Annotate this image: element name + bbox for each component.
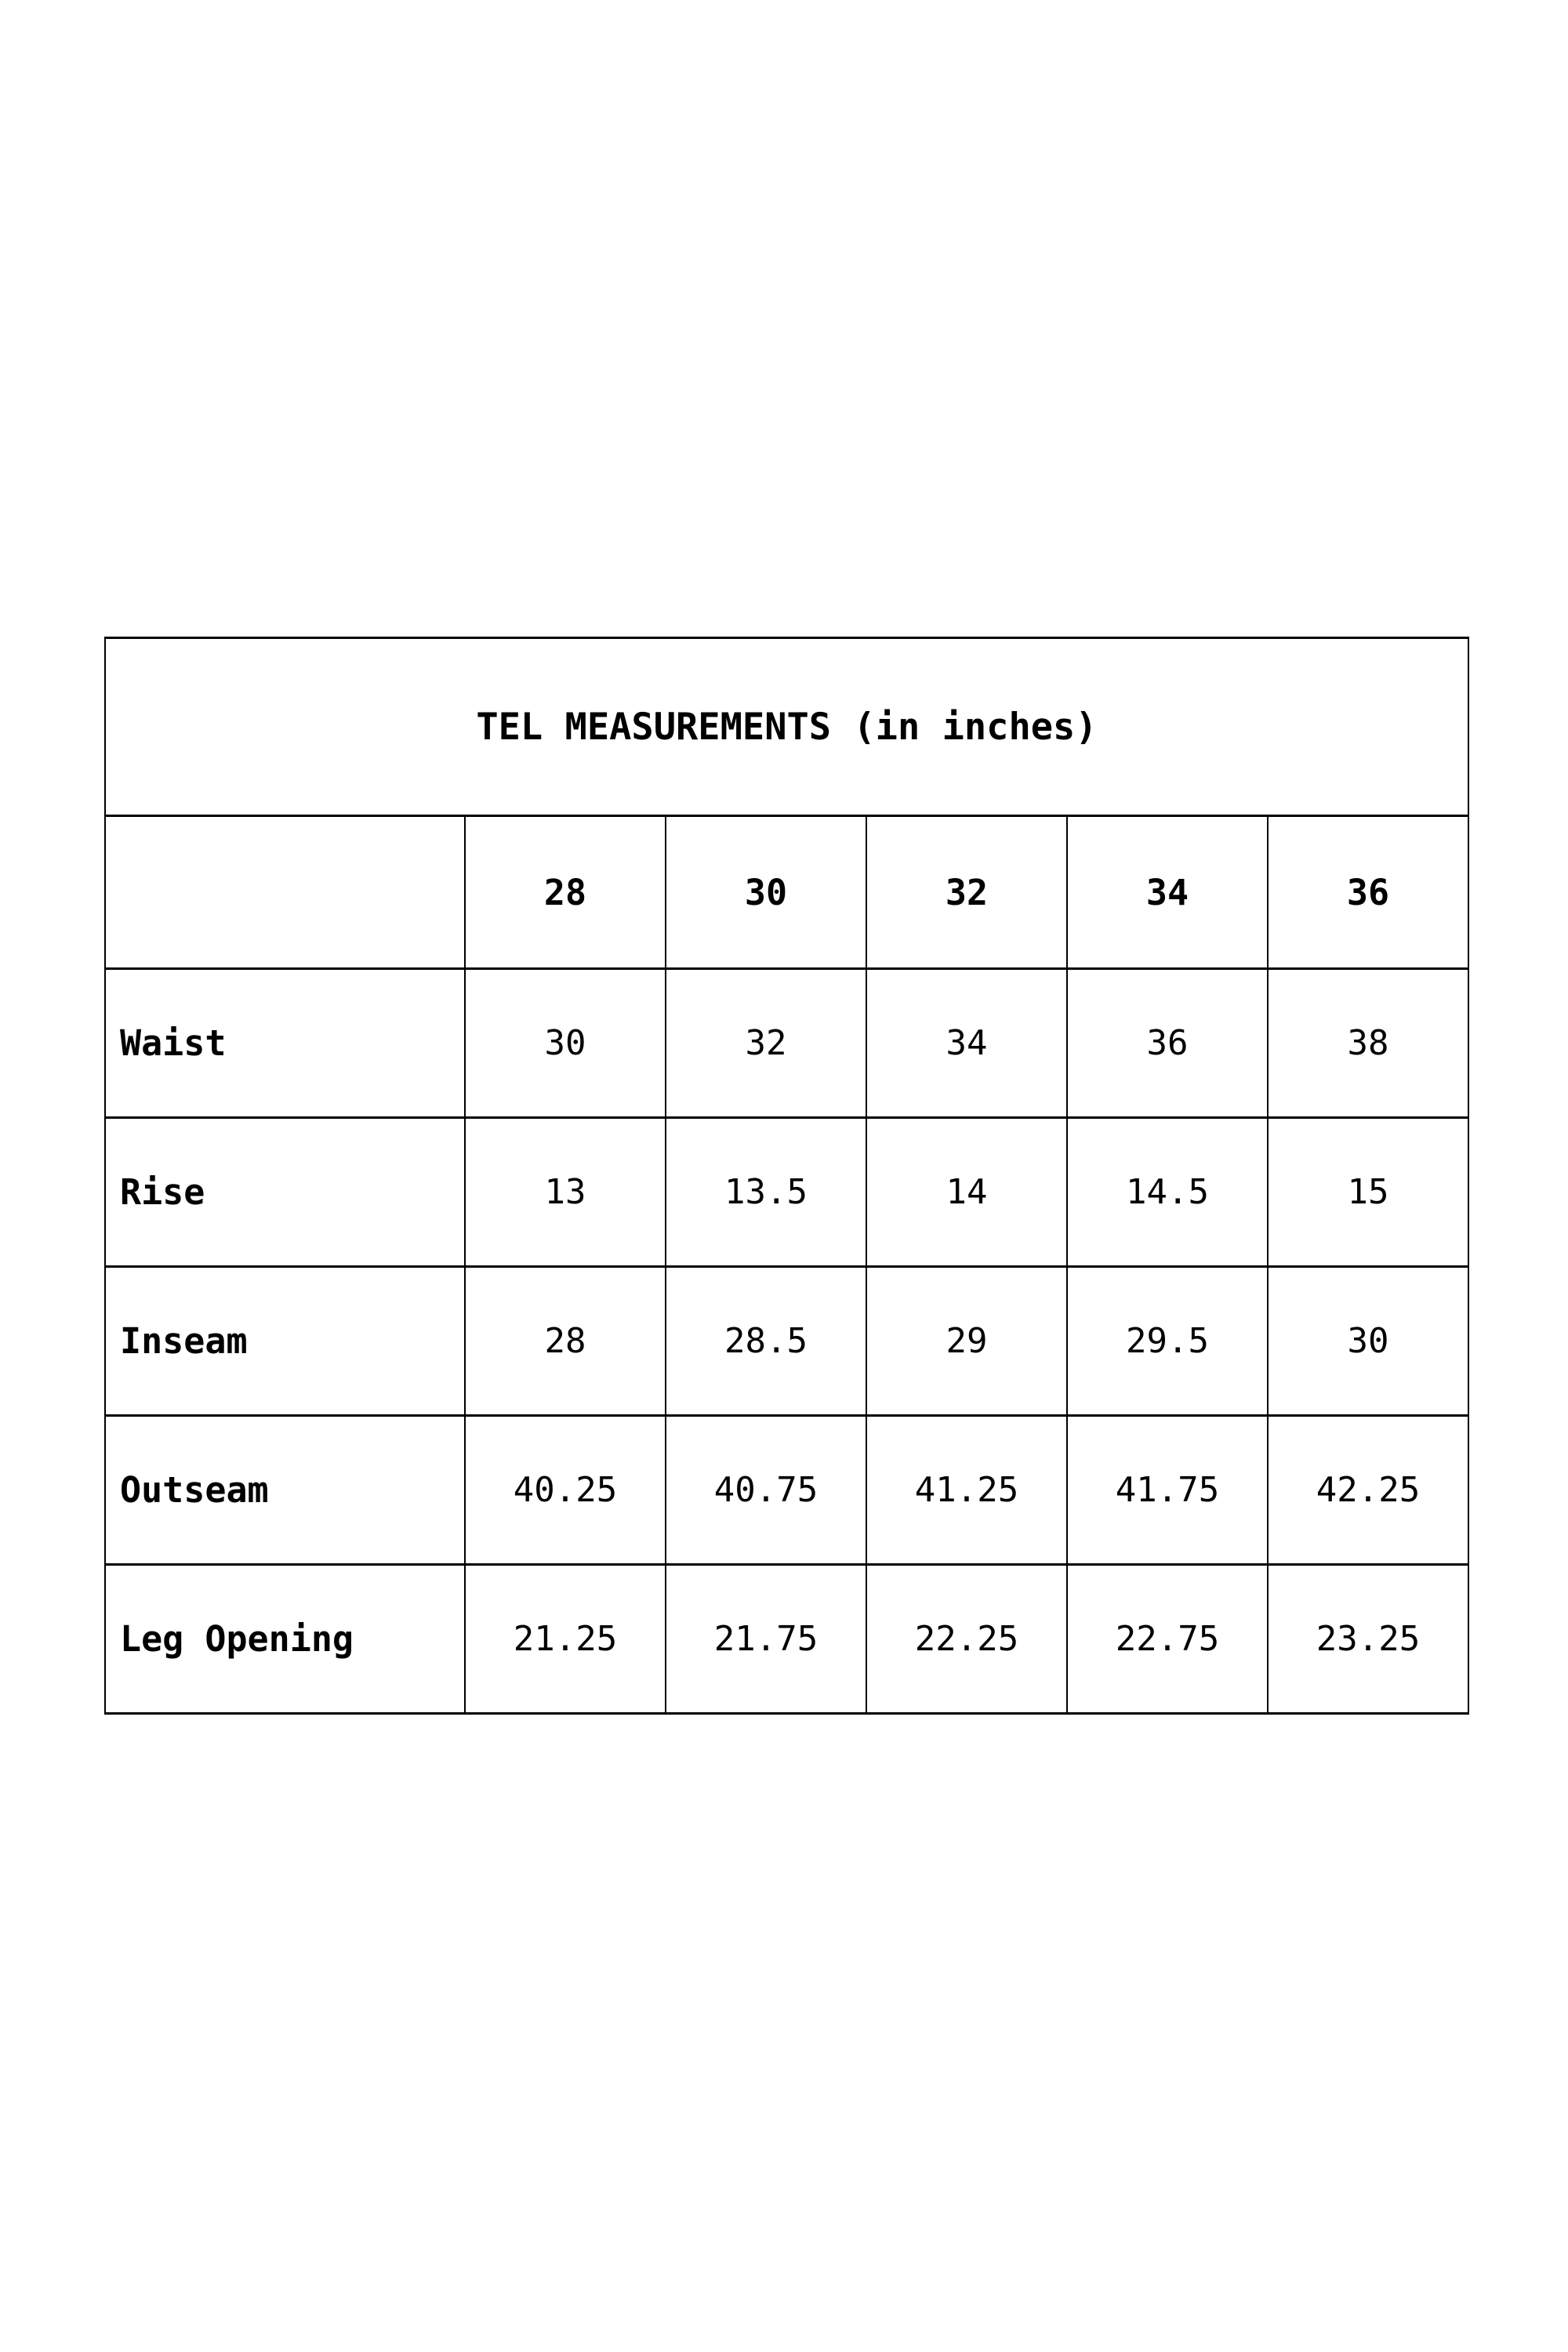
size-column-header-32: 32 [866, 815, 1068, 970]
size-column-header-36: 36 [1267, 815, 1469, 970]
cell-inseam-32: 29 [866, 1265, 1068, 1417]
cell-inseam-36: 30 [1267, 1265, 1469, 1417]
table-title-row: TEL MEASUREMENTS (in inches) [104, 637, 1469, 817]
cell-leg-opening-36: 23.25 [1267, 1563, 1469, 1715]
cell-waist-30: 32 [665, 967, 867, 1119]
size-column-header-34: 34 [1066, 815, 1269, 970]
cell-rise-36: 15 [1267, 1116, 1469, 1268]
row-label-waist: Waist [104, 967, 466, 1119]
cell-rise-34: 14.5 [1066, 1116, 1269, 1268]
cell-inseam-30: 28.5 [665, 1265, 867, 1417]
cell-waist-36: 38 [1267, 967, 1469, 1119]
row-label-rise: Rise [104, 1116, 466, 1268]
cell-leg-opening-28: 21.25 [464, 1563, 666, 1715]
cell-outseam-36: 42.25 [1267, 1414, 1469, 1566]
size-column-header-28: 28 [464, 815, 666, 970]
corner-cell [104, 815, 466, 970]
cell-rise-28: 13 [464, 1116, 666, 1268]
table-row-inseam: Inseam 28 28.5 29 29.5 30 [104, 1265, 1469, 1417]
row-label-inseam: Inseam [104, 1265, 466, 1417]
cell-leg-opening-30: 21.75 [665, 1563, 867, 1715]
size-header-row: 28 30 32 34 36 [104, 815, 1469, 970]
size-column-header-30: 30 [665, 815, 867, 970]
cell-outseam-30: 40.75 [665, 1414, 867, 1566]
cell-waist-34: 36 [1066, 967, 1269, 1119]
cell-leg-opening-34: 22.75 [1066, 1563, 1269, 1715]
measurements-table: TEL MEASUREMENTS (in inches) 28 30 32 34… [104, 637, 1469, 1715]
cell-rise-32: 14 [866, 1116, 1068, 1268]
table-title: TEL MEASUREMENTS (in inches) [104, 637, 1469, 817]
cell-waist-32: 34 [866, 967, 1068, 1119]
cell-inseam-34: 29.5 [1066, 1265, 1269, 1417]
row-label-leg-opening: Leg Opening [104, 1563, 466, 1715]
table-row-leg-opening: Leg Opening 21.25 21.75 22.25 22.75 23.2… [104, 1563, 1469, 1715]
cell-inseam-28: 28 [464, 1265, 666, 1417]
cell-outseam-28: 40.25 [464, 1414, 666, 1566]
cell-rise-30: 13.5 [665, 1116, 867, 1268]
cell-outseam-34: 41.75 [1066, 1414, 1269, 1566]
table-row-rise: Rise 13 13.5 14 14.5 15 [104, 1116, 1469, 1268]
table-row-outseam: Outseam 40.25 40.75 41.25 41.75 42.25 [104, 1414, 1469, 1566]
row-label-outseam: Outseam [104, 1414, 466, 1566]
cell-outseam-32: 41.25 [866, 1414, 1068, 1566]
cell-waist-28: 30 [464, 967, 666, 1119]
cell-leg-opening-32: 22.25 [866, 1563, 1068, 1715]
table-row-waist: Waist 30 32 34 36 38 [104, 967, 1469, 1119]
